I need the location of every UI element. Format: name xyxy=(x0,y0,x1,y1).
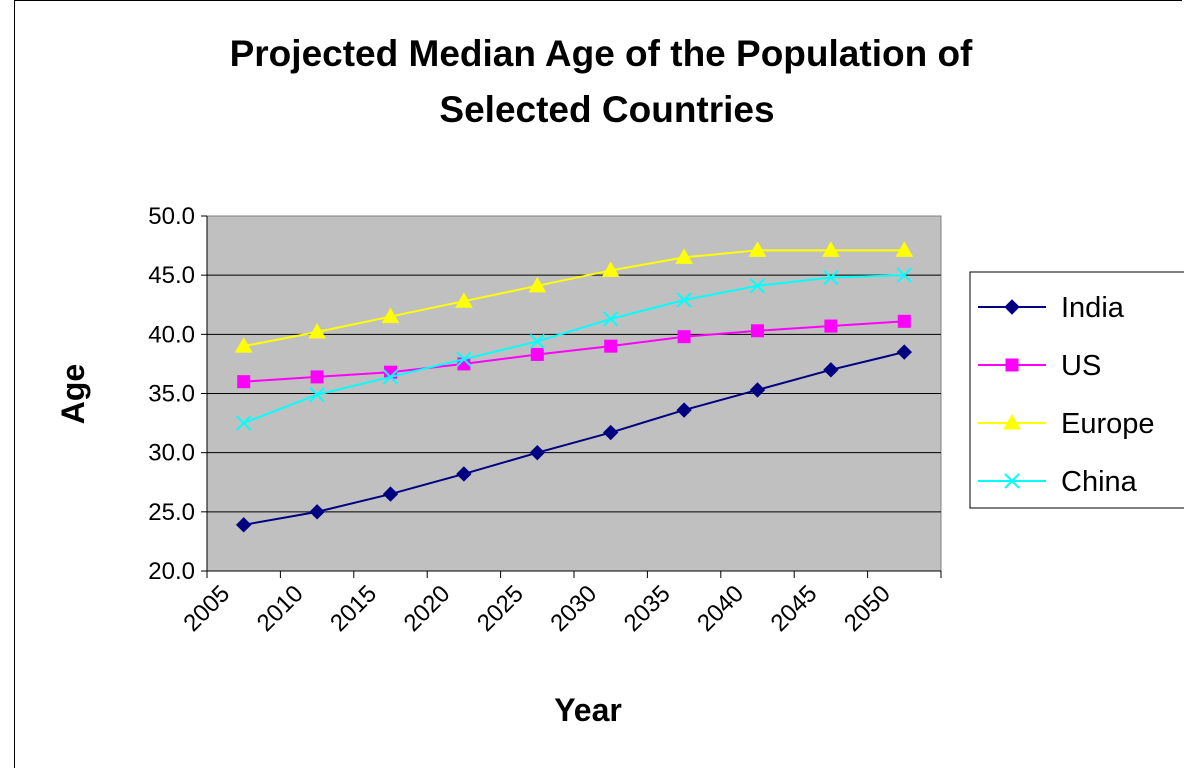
legend-item-europe: Europe xyxy=(978,408,1155,440)
china-marker xyxy=(602,311,619,327)
x-tick-label: 2035 xyxy=(619,580,676,637)
europe-series xyxy=(234,241,914,353)
china-marker-stroke xyxy=(896,267,913,283)
x-tick-label: 2040 xyxy=(692,580,749,637)
legend-item-india: India xyxy=(978,292,1125,324)
europe-marker xyxy=(1003,413,1021,430)
gridlines xyxy=(207,274,941,513)
us-marker xyxy=(751,324,764,338)
china-marker-stroke xyxy=(529,333,546,350)
us-marker xyxy=(530,347,544,361)
india-marker xyxy=(235,517,252,533)
europe-marker xyxy=(822,241,840,257)
chart-frame xyxy=(14,0,1182,768)
y-tick-label: 25.0 xyxy=(148,499,195,526)
us-line xyxy=(243,320,905,383)
india-line xyxy=(243,351,905,526)
europe-marker xyxy=(748,241,767,257)
legend-label-india: India xyxy=(1061,292,1125,324)
x-tick-label: 2015 xyxy=(325,580,382,637)
china-line xyxy=(243,274,905,425)
india-marker xyxy=(456,466,472,482)
india-marker xyxy=(1004,299,1020,315)
y-tick-label: 20.0 xyxy=(148,558,195,585)
us-marker xyxy=(1005,358,1019,372)
x-tick-label: 2020 xyxy=(399,580,456,637)
europe-marker xyxy=(895,241,914,257)
x-tick-label: 2045 xyxy=(766,580,823,637)
x-axis-title: Year xyxy=(554,692,622,728)
europe-line xyxy=(243,249,905,348)
china-marker-stroke xyxy=(382,369,399,385)
x-tick-label: 2025 xyxy=(472,580,529,637)
china-marker xyxy=(749,278,766,294)
europe-marker xyxy=(675,248,693,264)
europe-marker xyxy=(308,322,326,339)
x-tick-label: 2050 xyxy=(839,580,896,637)
china-marker xyxy=(382,369,399,385)
legend-box xyxy=(969,271,1184,509)
india-series xyxy=(235,344,913,533)
china-marker-stroke xyxy=(823,269,839,286)
china-marker-stroke xyxy=(602,311,619,327)
india-marker xyxy=(602,424,619,441)
europe-marker xyxy=(601,261,620,277)
europe-marker xyxy=(234,337,253,353)
chart-title-line-1: Projected Median Age of the Population o… xyxy=(230,33,973,74)
legend-item-china: China xyxy=(978,466,1138,498)
china-marker-stroke xyxy=(456,351,472,367)
us-marker xyxy=(677,330,691,344)
legend: India US Europe China xyxy=(969,271,1184,509)
china-marker xyxy=(456,351,472,367)
y-tick-label: 35.0 xyxy=(148,381,195,408)
china-marker-stroke xyxy=(676,292,692,308)
y-axis-title: Age xyxy=(55,364,91,424)
china-marker xyxy=(823,269,839,286)
europe-marker xyxy=(455,292,473,308)
china-marker xyxy=(896,267,913,283)
legend-label-us: US xyxy=(1061,350,1101,382)
india-marker xyxy=(749,382,766,398)
india-marker xyxy=(676,402,692,418)
legend-label-europe: Europe xyxy=(1061,408,1155,440)
europe-marker xyxy=(528,276,547,293)
india-marker xyxy=(823,362,839,378)
india-marker xyxy=(896,344,913,360)
y-tick-label: 30.0 xyxy=(148,440,195,467)
us-marker xyxy=(604,339,618,353)
us-marker xyxy=(824,319,838,333)
series-group xyxy=(234,241,914,533)
x-tick-label: 2005 xyxy=(178,580,235,637)
y-tick-label: 50.0 xyxy=(148,203,195,230)
us-marker xyxy=(237,375,251,389)
china-marker xyxy=(309,386,325,403)
china-marker-stroke xyxy=(749,278,766,294)
legend-label-china: China xyxy=(1061,466,1138,498)
india-marker xyxy=(382,486,399,502)
europe-marker xyxy=(381,307,400,324)
china-marker-stroke xyxy=(309,386,325,403)
china-marker-stroke xyxy=(1004,473,1020,489)
india-marker xyxy=(529,444,546,461)
us-marker xyxy=(310,370,324,384)
y-tick-label: 40.0 xyxy=(148,321,195,348)
x-tick-label: 2030 xyxy=(545,580,602,637)
china-marker xyxy=(676,292,692,308)
india-marker xyxy=(309,504,325,520)
china-marker xyxy=(529,333,546,350)
china-marker xyxy=(1004,473,1020,489)
x-tick-label: 2010 xyxy=(252,580,309,637)
legend-item-us: US xyxy=(978,350,1101,382)
us-marker xyxy=(897,314,911,328)
china-marker xyxy=(235,415,252,431)
y-tick-label: 45.0 xyxy=(148,262,195,289)
chart-title-line-2: Selected Countries xyxy=(439,89,774,130)
china-marker-stroke xyxy=(235,415,252,431)
china-series xyxy=(235,267,913,431)
